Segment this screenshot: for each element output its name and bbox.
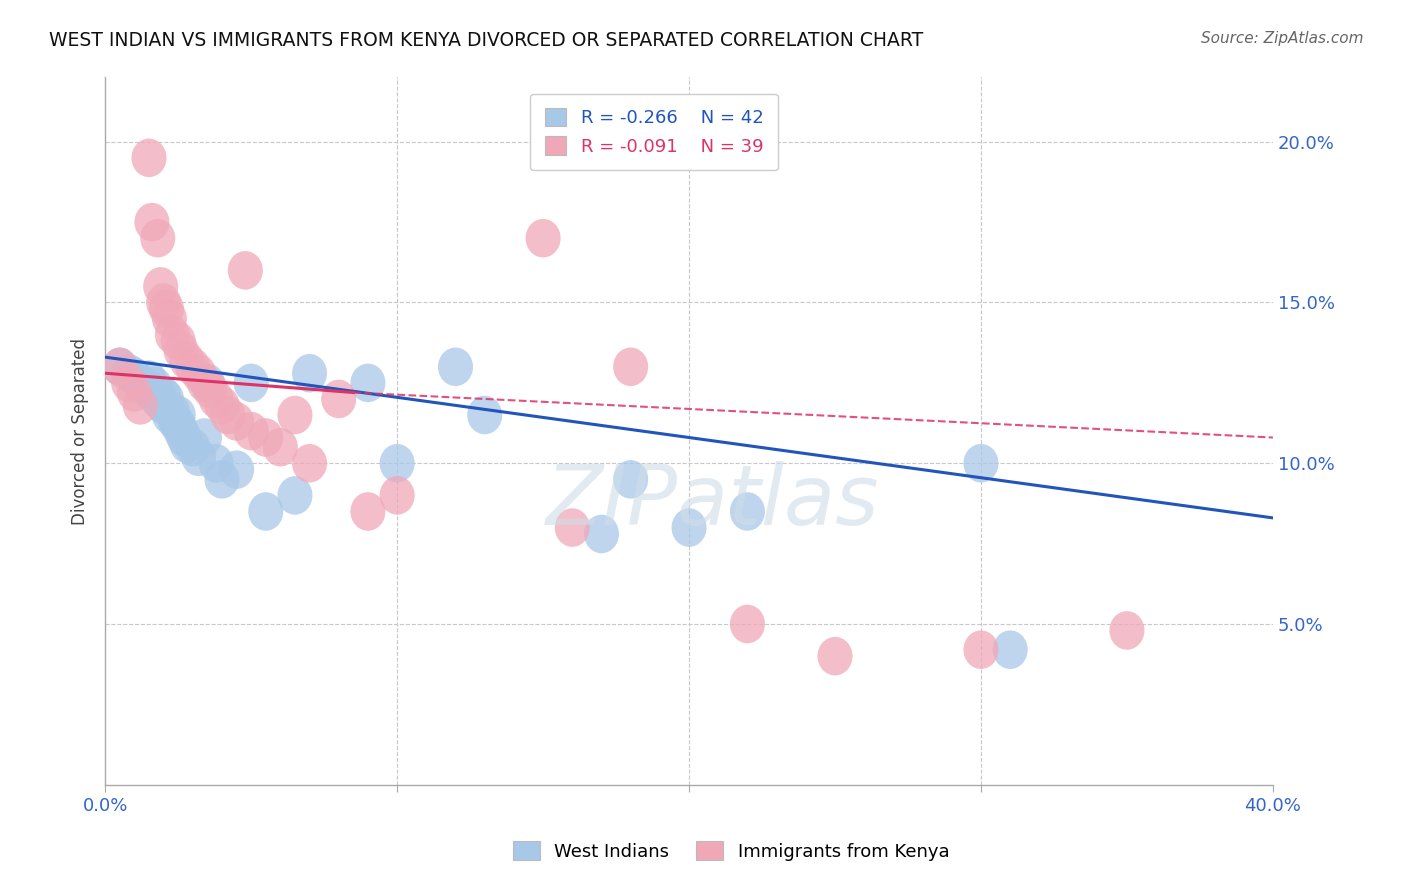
Ellipse shape bbox=[152, 396, 187, 434]
Ellipse shape bbox=[233, 412, 269, 450]
Text: Source: ZipAtlas.com: Source: ZipAtlas.com bbox=[1201, 31, 1364, 46]
Ellipse shape bbox=[190, 364, 225, 402]
Ellipse shape bbox=[132, 138, 166, 178]
Ellipse shape bbox=[963, 631, 998, 669]
Ellipse shape bbox=[111, 354, 146, 392]
Ellipse shape bbox=[181, 354, 217, 392]
Ellipse shape bbox=[204, 460, 239, 499]
Ellipse shape bbox=[233, 364, 269, 402]
Ellipse shape bbox=[146, 386, 181, 425]
Ellipse shape bbox=[163, 412, 198, 450]
Ellipse shape bbox=[103, 348, 138, 386]
Ellipse shape bbox=[555, 508, 589, 547]
Ellipse shape bbox=[103, 348, 138, 386]
Ellipse shape bbox=[160, 322, 195, 360]
Ellipse shape bbox=[170, 341, 204, 380]
Ellipse shape bbox=[152, 300, 187, 338]
Ellipse shape bbox=[155, 316, 190, 354]
Ellipse shape bbox=[583, 515, 619, 553]
Ellipse shape bbox=[193, 370, 228, 409]
Ellipse shape bbox=[122, 386, 157, 425]
Y-axis label: Divorced or Separated: Divorced or Separated bbox=[72, 337, 89, 524]
Ellipse shape bbox=[249, 418, 283, 457]
Ellipse shape bbox=[176, 428, 211, 467]
Ellipse shape bbox=[380, 444, 415, 483]
Ellipse shape bbox=[321, 380, 356, 418]
Ellipse shape bbox=[380, 476, 415, 515]
Ellipse shape bbox=[1109, 611, 1144, 649]
Ellipse shape bbox=[117, 357, 152, 396]
Text: WEST INDIAN VS IMMIGRANTS FROM KENYA DIVORCED OR SEPARATED CORRELATION CHART: WEST INDIAN VS IMMIGRANTS FROM KENYA DIV… bbox=[49, 31, 924, 50]
Ellipse shape bbox=[249, 492, 283, 531]
Ellipse shape bbox=[228, 251, 263, 290]
Ellipse shape bbox=[122, 364, 157, 402]
Ellipse shape bbox=[149, 380, 184, 418]
Ellipse shape bbox=[155, 392, 190, 431]
Ellipse shape bbox=[350, 492, 385, 531]
Ellipse shape bbox=[211, 396, 245, 434]
Ellipse shape bbox=[198, 380, 233, 418]
Ellipse shape bbox=[198, 444, 233, 483]
Ellipse shape bbox=[181, 438, 217, 476]
Ellipse shape bbox=[111, 364, 146, 402]
Ellipse shape bbox=[526, 219, 561, 258]
Ellipse shape bbox=[149, 290, 184, 328]
Ellipse shape bbox=[187, 364, 222, 402]
Ellipse shape bbox=[613, 348, 648, 386]
Ellipse shape bbox=[166, 418, 201, 457]
Ellipse shape bbox=[730, 492, 765, 531]
Ellipse shape bbox=[160, 396, 195, 434]
Ellipse shape bbox=[141, 219, 176, 258]
Ellipse shape bbox=[143, 267, 179, 306]
Ellipse shape bbox=[439, 348, 472, 386]
Ellipse shape bbox=[157, 402, 193, 441]
Ellipse shape bbox=[135, 202, 170, 242]
Ellipse shape bbox=[143, 383, 179, 421]
Ellipse shape bbox=[292, 444, 328, 483]
Ellipse shape bbox=[204, 386, 239, 425]
Ellipse shape bbox=[292, 354, 328, 392]
Ellipse shape bbox=[350, 364, 385, 402]
Ellipse shape bbox=[730, 605, 765, 643]
Ellipse shape bbox=[163, 332, 198, 370]
Ellipse shape bbox=[146, 283, 181, 322]
Ellipse shape bbox=[117, 373, 152, 412]
Ellipse shape bbox=[187, 418, 222, 457]
Ellipse shape bbox=[141, 380, 176, 418]
Legend: West Indians, Immigrants from Kenya: West Indians, Immigrants from Kenya bbox=[503, 832, 959, 870]
Ellipse shape bbox=[138, 367, 173, 405]
Ellipse shape bbox=[817, 637, 852, 675]
Ellipse shape bbox=[170, 425, 204, 463]
Ellipse shape bbox=[277, 476, 312, 515]
Ellipse shape bbox=[160, 405, 195, 444]
Ellipse shape bbox=[613, 460, 648, 499]
Ellipse shape bbox=[219, 402, 254, 441]
Ellipse shape bbox=[993, 631, 1028, 669]
Ellipse shape bbox=[132, 370, 166, 409]
Ellipse shape bbox=[963, 444, 998, 483]
Ellipse shape bbox=[132, 360, 166, 399]
Ellipse shape bbox=[467, 396, 502, 434]
Text: ZIPatlas: ZIPatlas bbox=[546, 461, 879, 542]
Ellipse shape bbox=[135, 373, 170, 412]
Ellipse shape bbox=[176, 348, 211, 386]
Ellipse shape bbox=[263, 428, 298, 467]
Legend: R = -0.266    N = 42, R = -0.091    N = 39: R = -0.266 N = 42, R = -0.091 N = 39 bbox=[530, 94, 778, 170]
Ellipse shape bbox=[146, 376, 181, 415]
Ellipse shape bbox=[219, 450, 254, 489]
Ellipse shape bbox=[277, 396, 312, 434]
Ellipse shape bbox=[672, 508, 707, 547]
